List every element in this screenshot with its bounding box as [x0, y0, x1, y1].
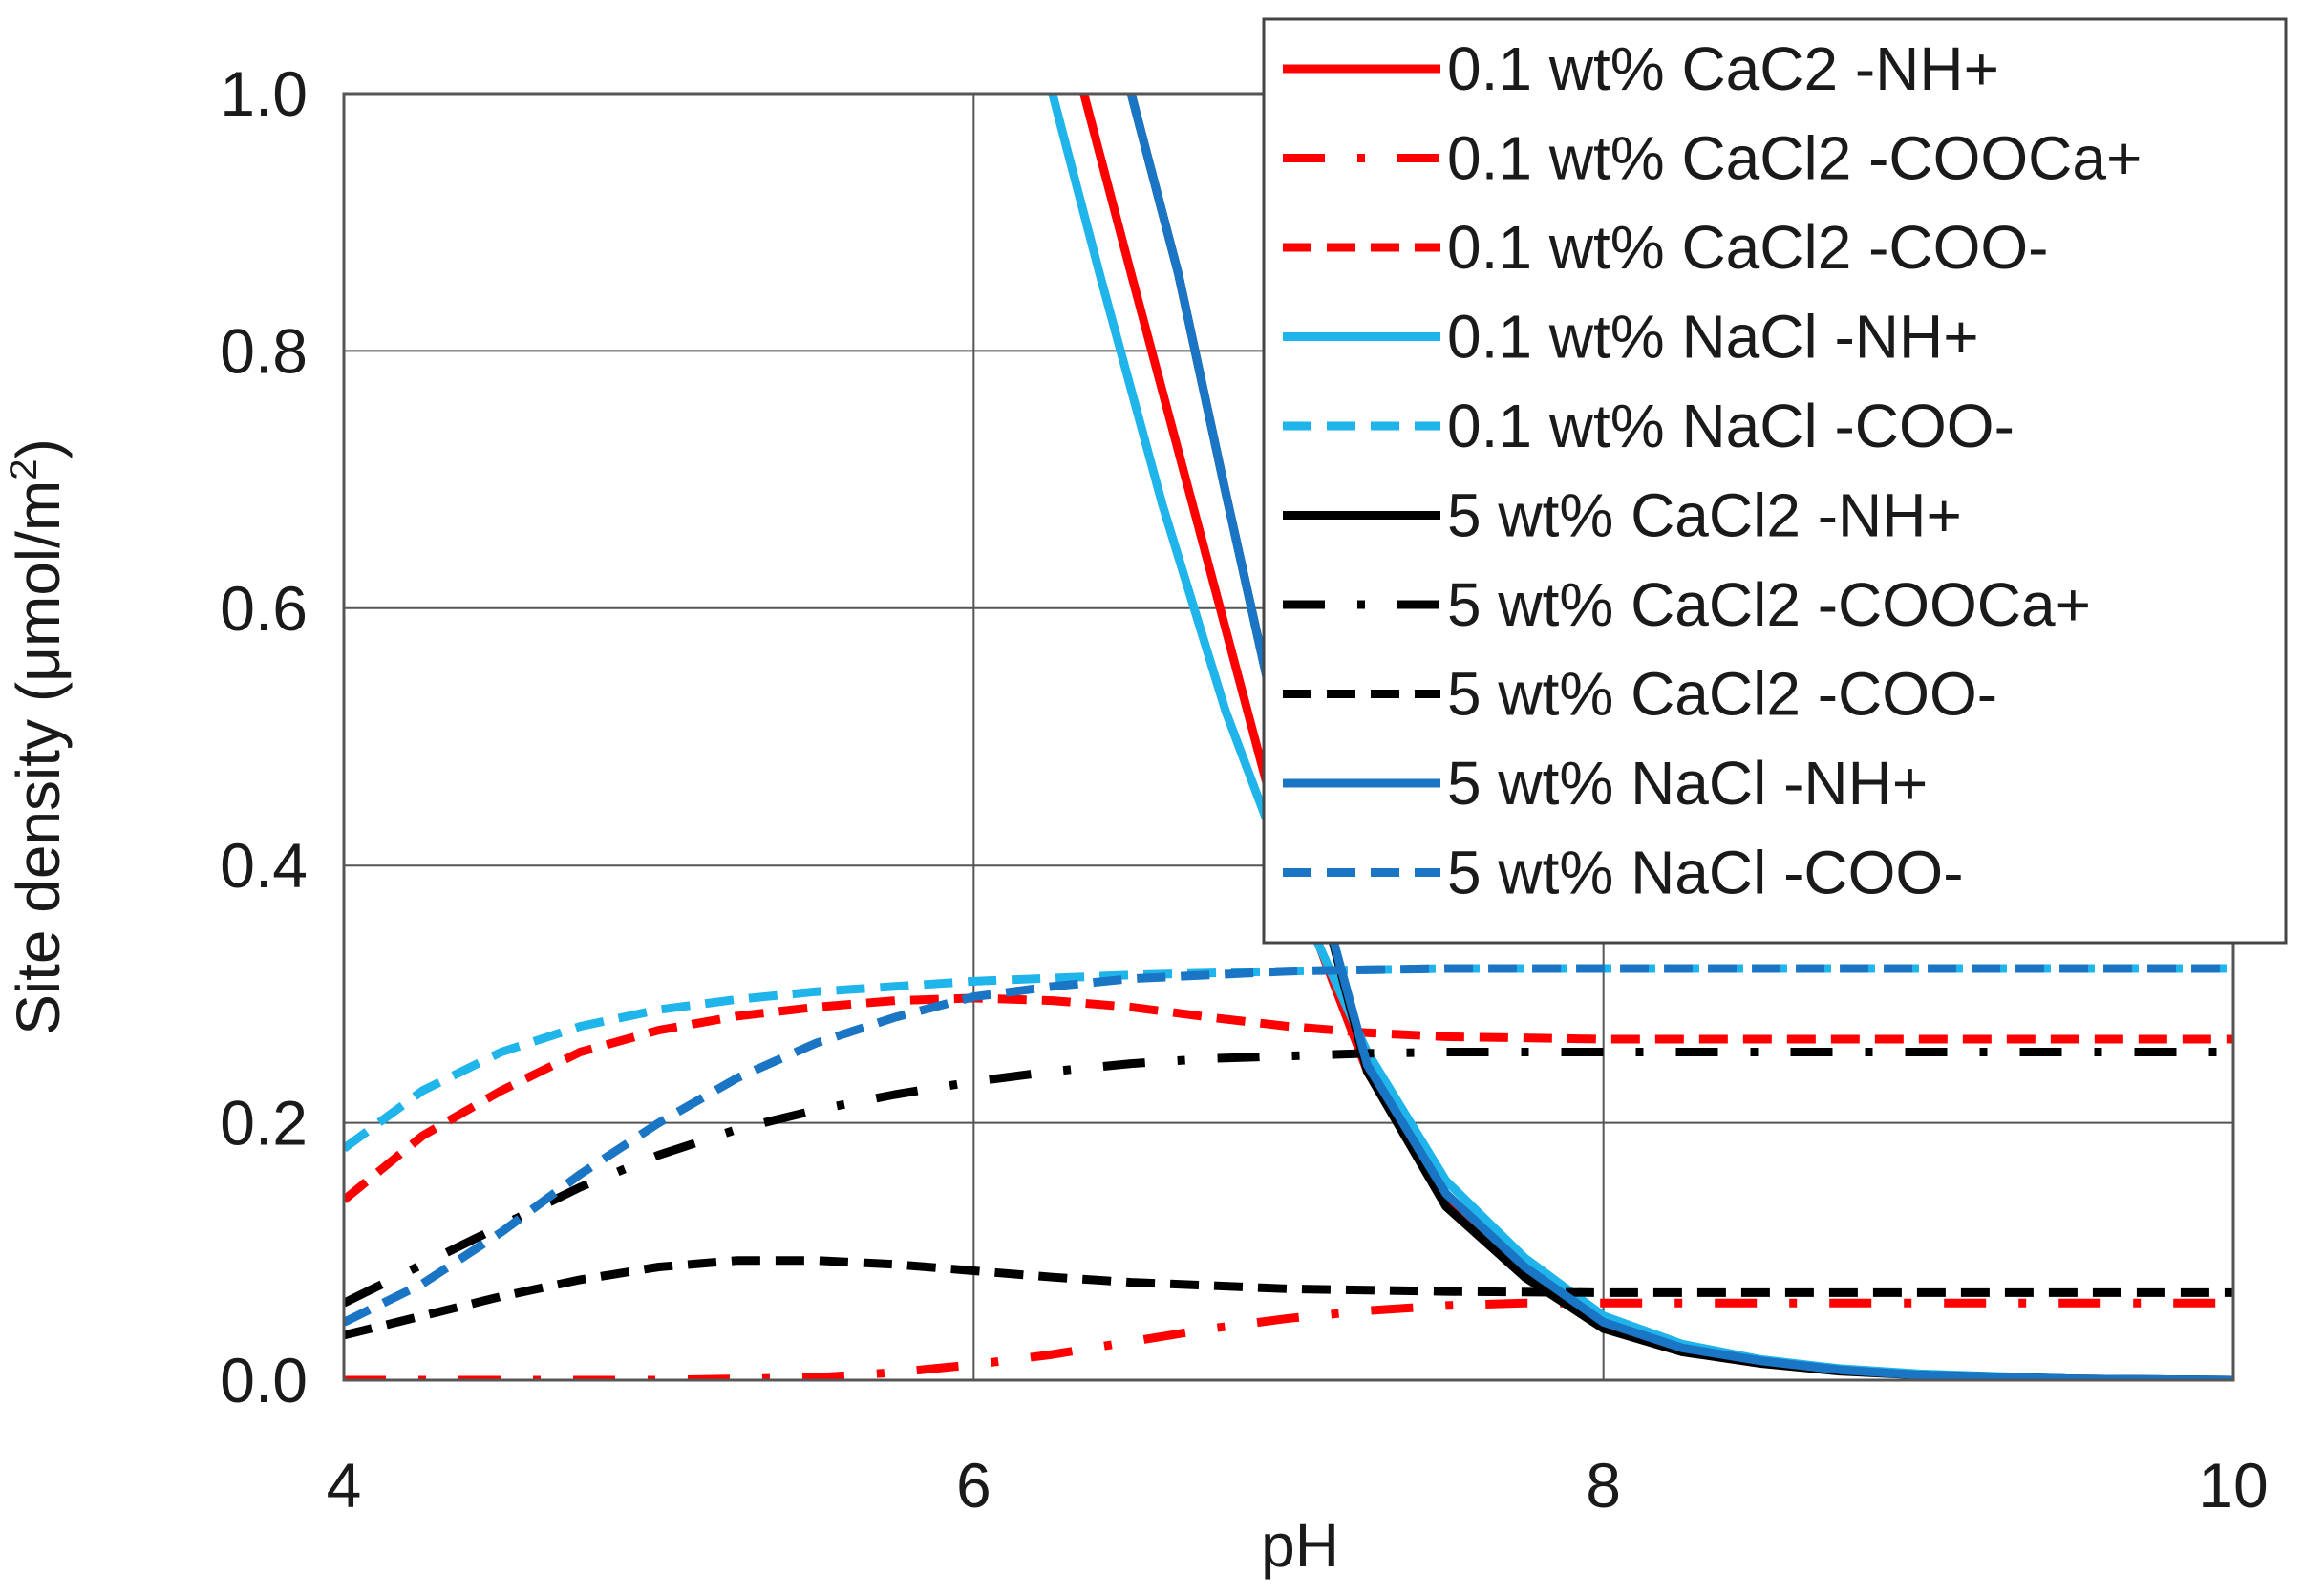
- x-tick-label: 6: [956, 1450, 991, 1521]
- legend-entry-2: 0.1 wt% CaCl2 -COO-: [1447, 213, 2048, 282]
- legend-entry-4: 0.1 wt% NaCl -COO-: [1447, 392, 2015, 460]
- y-tick-label: 0.0: [220, 1345, 308, 1415]
- y-tick-label: 0.6: [220, 573, 308, 644]
- y-axis-title-suffix: ): [4, 438, 73, 458]
- series-line-9: [344, 964, 2233, 1327]
- y-axis-title-main: Site density (μmol/m: [4, 480, 73, 1035]
- y-tick-label: 0.4: [220, 830, 308, 901]
- series-line-2: [344, 993, 2233, 1203]
- y-axis-title-superscript: 2: [3, 459, 45, 480]
- x-tick-label: 4: [327, 1450, 362, 1521]
- y-tick-label: 0.2: [220, 1088, 308, 1159]
- series-layer: [344, 94, 2233, 1380]
- legend-entry-8: 5 wt% NaCl -NH+: [1447, 749, 1928, 818]
- legend-entry-1: 0.1 wt% CaCl2 -COOCa+: [1447, 124, 2142, 193]
- x-axis-title: pH: [1261, 1511, 1339, 1580]
- legend-box: [1262, 17, 2288, 945]
- y-axis-title: Site density (μmol/m2): [3, 438, 73, 1035]
- x-tick-labels: 4 6 8 10: [327, 1450, 2269, 1521]
- series-line-6: [344, 1048, 2233, 1308]
- y-tick-label: 1.0: [220, 58, 308, 129]
- y-tick-label: 0.8: [220, 315, 308, 386]
- legend-entry-0: 0.1 wt% CaC2 -NH+: [1447, 34, 1999, 103]
- y-tick-labels: 0.0 0.2 0.4 0.6 0.8 1.0: [220, 58, 308, 1415]
- series-line-8: [1126, 94, 2233, 1380]
- legend-entry-3: 0.1 wt% NaCl -NH+: [1447, 303, 1979, 372]
- legend-entry-9: 5 wt% NaCl -COO-: [1447, 839, 1964, 907]
- legend-entry-7: 5 wt% CaCl2 -COO-: [1447, 660, 1997, 729]
- legend-entry-5: 5 wt% CaCl2 -NH+: [1447, 481, 1962, 550]
- legend: 0.1 wt% CaC2 -NH+ 0.1 wt% CaCl2 -COOCa+ 0.…: [1262, 17, 2288, 945]
- x-tick-label: 8: [1586, 1450, 1621, 1521]
- x-tick-label: 10: [2198, 1450, 2268, 1521]
- legend-entry-6: 5 wt% CaCl2 -COOCa+: [1447, 570, 2091, 639]
- series-line-7: [344, 1256, 2233, 1340]
